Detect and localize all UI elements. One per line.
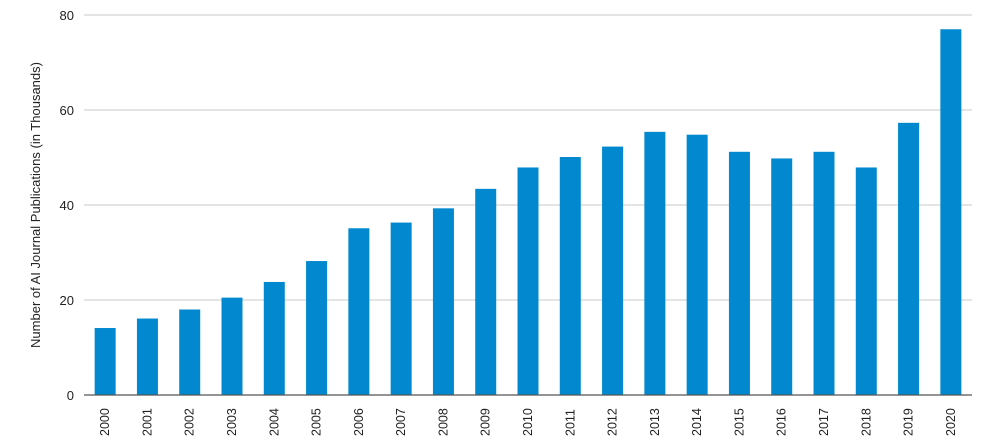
bar-2015 [728, 151, 750, 395]
bar-2020 [940, 29, 962, 395]
x-tick-label: 2008 [436, 408, 450, 436]
x-tick-label: 2003 [225, 408, 239, 436]
x-tick-label: 2019 [902, 408, 916, 436]
bar-2013 [644, 131, 666, 395]
bar-2001 [136, 318, 158, 395]
y-tick-label: 40 [60, 198, 74, 213]
x-tick-label: 2010 [521, 408, 535, 436]
x-tick-label: 2006 [352, 408, 366, 436]
x-tick-label: 2012 [606, 408, 620, 436]
y-axis-label: Number of AI Journal Publications (in Th… [28, 62, 43, 348]
x-tick-label: 2015 [732, 408, 746, 436]
bar-2018 [855, 167, 877, 395]
bar-2005 [306, 261, 328, 395]
x-tick-labels: 2000 2001 2002 2003 2004 2005 2006 2007 2008 2009… [98, 408, 958, 436]
x-tick-label: 2018 [859, 408, 873, 436]
bar-2006 [348, 228, 370, 395]
bar-2009 [475, 188, 497, 395]
x-tick-label: 2013 [648, 408, 662, 436]
bar-2004 [263, 281, 285, 395]
x-tick-label: 2017 [817, 408, 831, 436]
x-tick-label: 2014 [690, 408, 704, 436]
x-tick-label: 2005 [310, 408, 324, 436]
x-tick-label: 2000 [98, 408, 112, 436]
x-tick-label: 2004 [267, 408, 281, 436]
bar-2012 [602, 146, 624, 395]
bar-2003 [221, 297, 243, 395]
bars [94, 29, 962, 395]
bar-2008 [432, 208, 454, 395]
y-tick-label: 60 [60, 103, 74, 118]
bar-2000 [94, 328, 116, 395]
x-tick-label: 2020 [944, 408, 958, 436]
x-tick-label: 2002 [183, 408, 197, 436]
bar-2016 [771, 158, 793, 395]
bar-2019 [898, 122, 920, 395]
y-tick-label: 20 [60, 293, 74, 308]
y-tick-labels: 0 20 40 60 80 [60, 8, 74, 403]
y-tick-label: 80 [60, 8, 74, 23]
bar-2002 [179, 309, 201, 395]
y-tick-label: 0 [67, 388, 74, 403]
bar-2017 [813, 151, 835, 395]
bar-2014 [686, 134, 708, 395]
x-tick-label: 2009 [479, 408, 493, 436]
x-tick-label: 2011 [563, 409, 577, 436]
bar-2007 [390, 222, 412, 395]
x-tick-label: 2007 [394, 408, 408, 436]
bar-2011 [559, 157, 581, 395]
bar-2010 [517, 167, 539, 395]
x-tick-label: 2016 [775, 408, 789, 436]
x-tick-label: 2001 [140, 408, 154, 436]
